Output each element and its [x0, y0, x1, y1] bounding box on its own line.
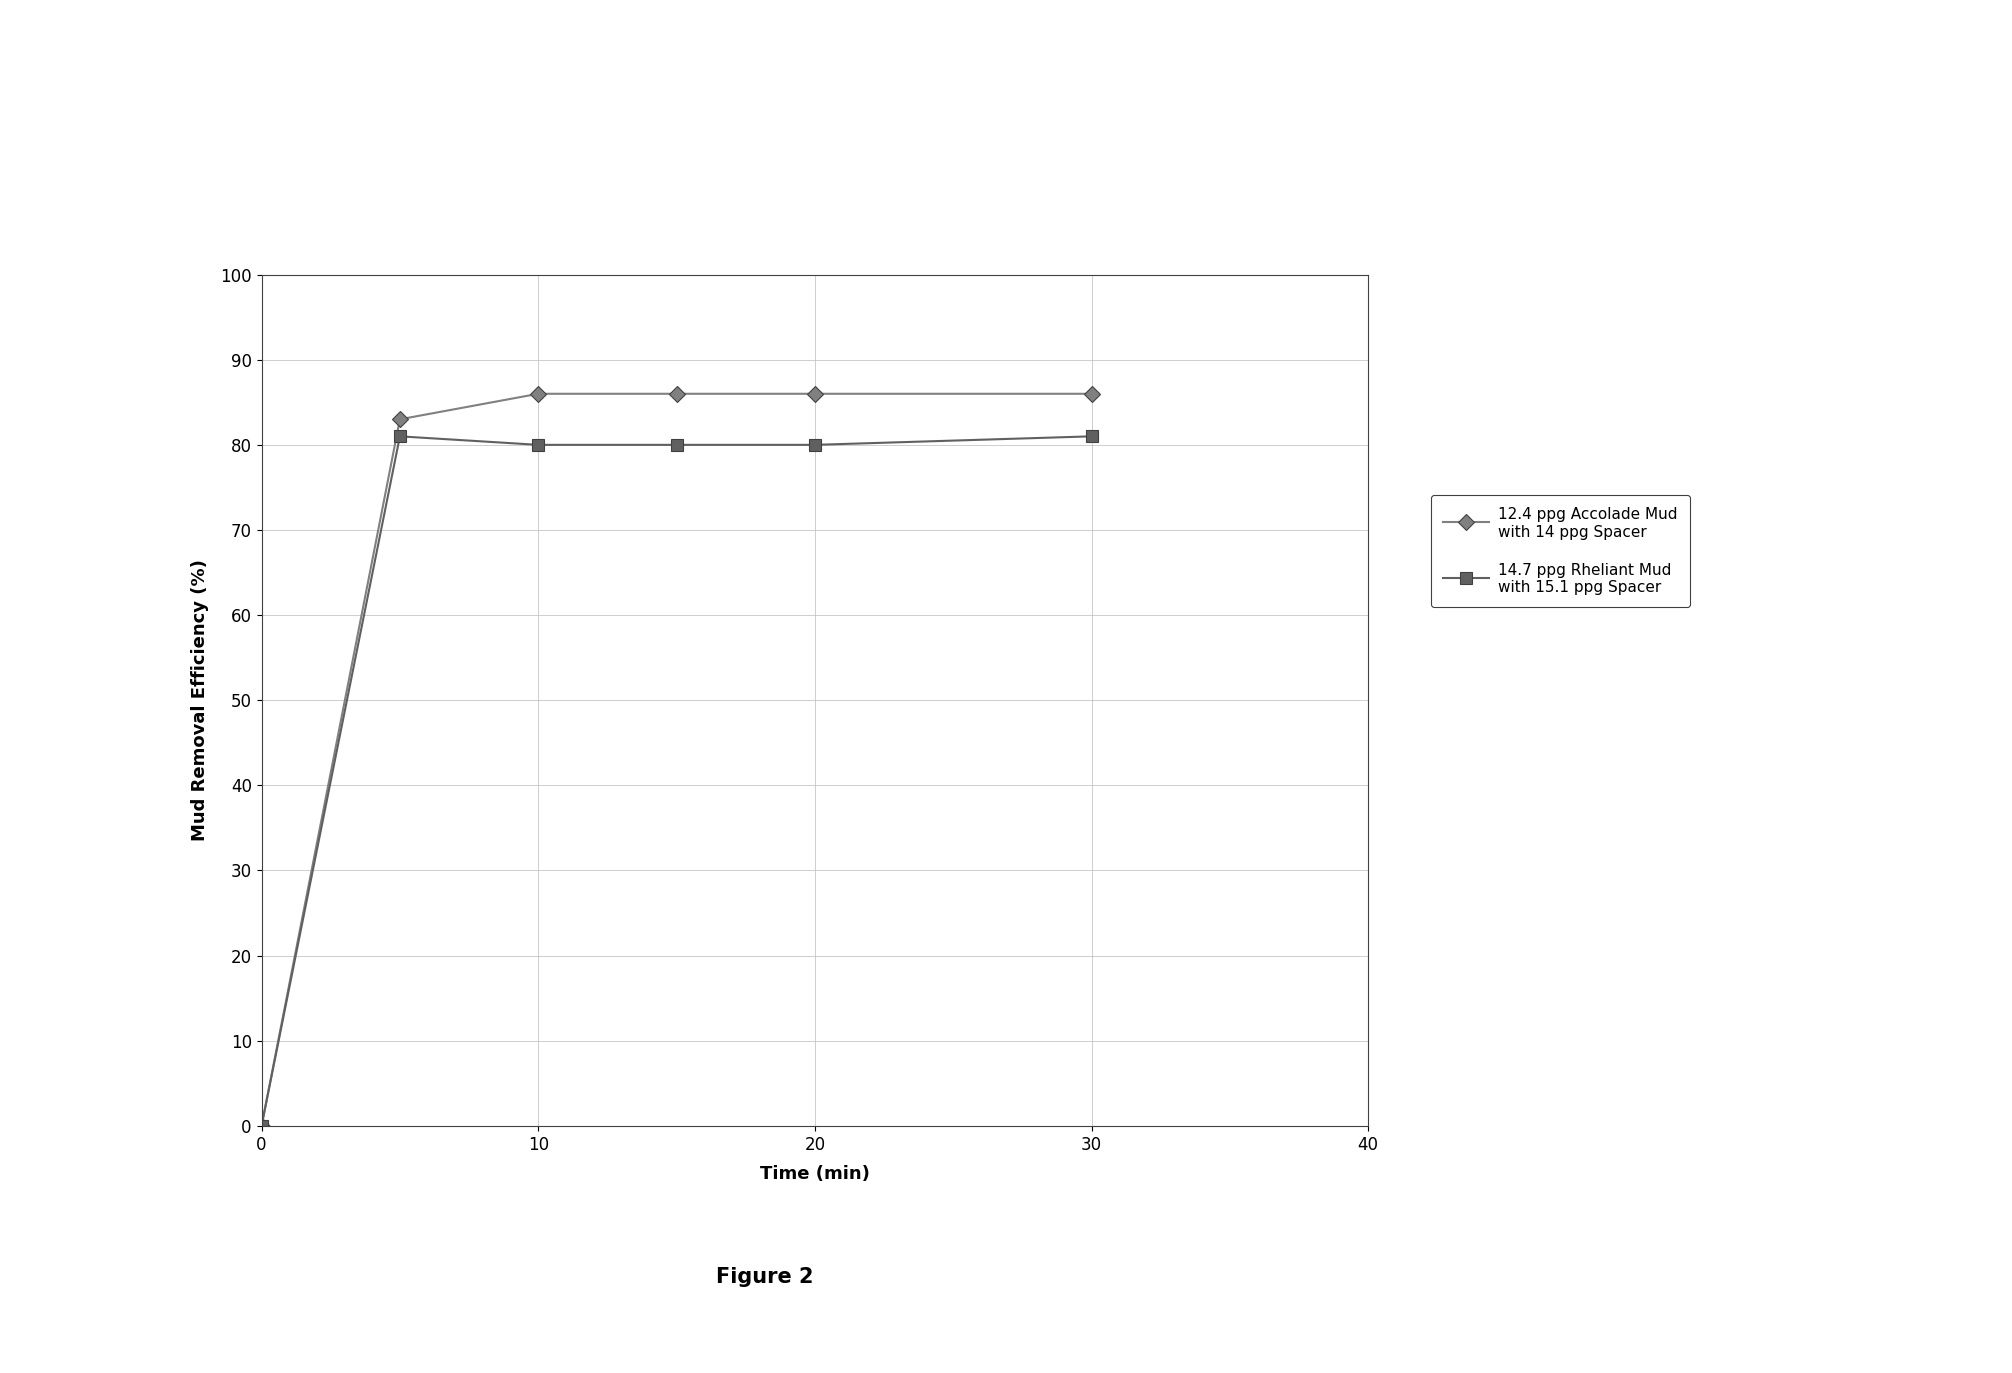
Y-axis label: Mud Removal Efficiency (%): Mud Removal Efficiency (%) [191, 559, 209, 842]
Legend: 12.4 ppg Accolade Mud
with 14 ppg Spacer, 14.7 ppg Rheliant Mud
with 15.1 ppg Sp: 12.4 ppg Accolade Mud with 14 ppg Spacer… [1431, 496, 1690, 607]
X-axis label: Time (min): Time (min) [761, 1164, 869, 1182]
Text: Figure 2: Figure 2 [716, 1267, 813, 1287]
